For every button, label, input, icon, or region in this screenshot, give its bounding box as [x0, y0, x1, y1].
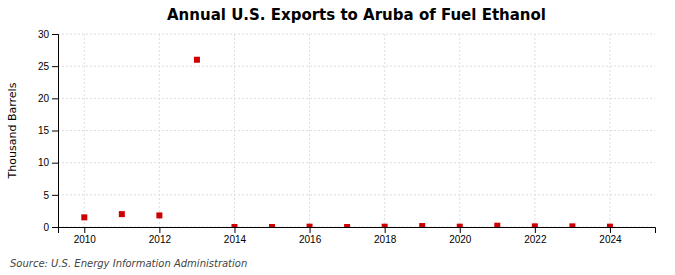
y-tick: 15	[38, 125, 58, 136]
y-axis-title: Thousand Barrels	[6, 82, 19, 179]
x-tick: 2018	[374, 227, 397, 245]
source-note: Source: U.S. Energy Information Administ…	[10, 258, 247, 269]
point	[457, 224, 463, 227]
point	[419, 223, 425, 227]
x-tick: 2020	[449, 227, 472, 245]
grid-line-y	[58, 66, 655, 67]
y-tick-label: 0	[43, 222, 49, 233]
y-axis: 0 5 10 15 20 25 30	[38, 29, 59, 233]
grid-line-x	[309, 34, 310, 227]
point	[156, 212, 162, 218]
title: Annual U.S. Exports to Aruba of Fuel Eth…	[167, 6, 546, 24]
point	[307, 224, 313, 227]
y-tick-label: 20	[38, 93, 50, 104]
x-tick-mark	[234, 227, 235, 233]
x-tick-mark	[159, 227, 160, 233]
x-tick-label: 2014	[224, 234, 247, 245]
x-tick-label: 2020	[449, 234, 472, 245]
grid-line-y	[58, 98, 655, 99]
x-tick-label: 2012	[149, 234, 172, 245]
y-tick: 30	[38, 29, 58, 40]
grid-line-y	[58, 34, 655, 35]
y-tick-label: 25	[38, 61, 50, 72]
grid-line-y	[58, 194, 655, 195]
x-tick-label: 2010	[74, 234, 97, 245]
x-tick: 2014	[224, 227, 247, 245]
point	[81, 214, 87, 220]
x-tick: 2016	[299, 227, 322, 245]
x-tick-mark	[310, 227, 311, 233]
y-tick: 25	[38, 61, 58, 72]
y-tick-mark	[52, 34, 58, 35]
x-tick-mark	[84, 227, 85, 233]
x-axis-line	[59, 228, 656, 234]
x-tick-label: 2016	[299, 234, 322, 245]
chart-container: 2010 2012 2014 2016 2018 2020 2022 2024 0 5 10 15 20…	[0, 0, 675, 275]
x-tick-mark	[385, 227, 386, 233]
marks	[81, 57, 613, 227]
y-tick-mark	[52, 227, 58, 228]
y-axis-line	[52, 35, 59, 228]
x-tick: 2010	[74, 227, 97, 245]
chart-svg: 2010 2012 2014 2016 2018 2020 2022 2024 0 5 10 15 20…	[0, 0, 675, 275]
y-tick-mark	[52, 98, 58, 99]
y-tick-mark	[52, 163, 58, 164]
y-tick: 10	[38, 157, 58, 168]
y-tick-label: 10	[38, 157, 50, 168]
y-tick: 20	[38, 93, 58, 104]
point	[269, 224, 275, 227]
x-tick: 2024	[599, 227, 622, 245]
y-tick-label: 30	[38, 29, 50, 40]
x-tick-mark	[610, 227, 611, 233]
point	[119, 211, 125, 217]
plot-area: 2010 2012 2014 2016 2018 2020 2022 2024 0 5 10 15 20…	[38, 29, 656, 245]
x-tick-label: 2022	[524, 234, 547, 245]
y-tick-mark	[52, 195, 58, 196]
point	[532, 223, 538, 227]
point	[382, 224, 388, 227]
grid-line-x	[384, 34, 385, 227]
point	[607, 224, 613, 227]
y-tick-mark	[52, 66, 58, 67]
x-tick-label: 2018	[374, 234, 397, 245]
point	[194, 57, 200, 63]
grid	[58, 34, 655, 227]
x-tick: 2022	[524, 227, 547, 245]
x-tick-mark	[535, 227, 536, 233]
point	[231, 224, 237, 227]
x-axis: 2010 2012 2014 2016 2018 2020 2022 2024	[59, 227, 656, 245]
point	[344, 224, 350, 227]
y-tick-label: 15	[38, 125, 50, 136]
x-tick-label: 2024	[599, 234, 622, 245]
y-tick: 0	[43, 222, 58, 233]
y-tick-label: 5	[43, 190, 49, 201]
x-tick-mark	[460, 227, 461, 233]
x-tick: 2012	[149, 227, 172, 245]
point	[494, 223, 500, 227]
y-tick: 5	[43, 190, 58, 201]
y-tick-mark	[52, 131, 58, 132]
grid-line-y	[58, 162, 655, 163]
point	[569, 223, 575, 227]
grid-line-y	[58, 130, 655, 131]
